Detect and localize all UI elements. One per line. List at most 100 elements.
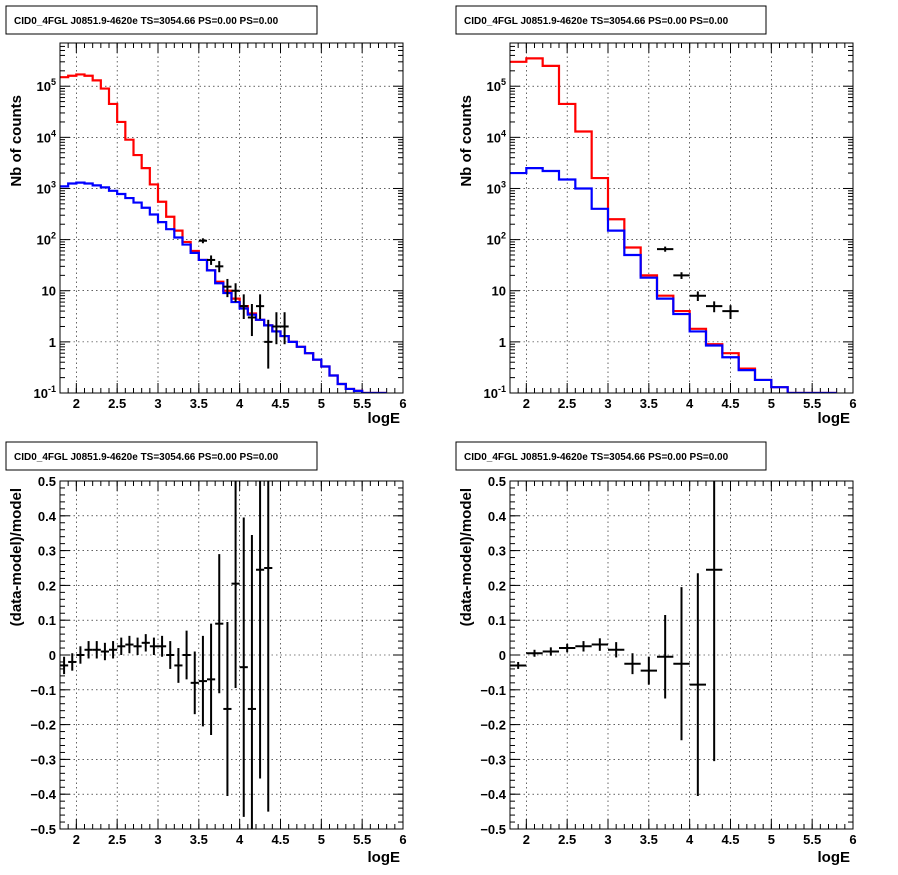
x-tick-label: 3 (604, 832, 611, 847)
y-tick-label: 0.2 (488, 578, 506, 593)
y-tick-label: 0.2 (38, 578, 56, 593)
title-box (5, 5, 318, 35)
panel-title: CID0_4FGL J0851.9-4620e TS=3054.66 PS=0.… (14, 16, 279, 27)
y-axis-title: Nb of counts (458, 95, 475, 187)
y-tick-label: 103 (487, 179, 506, 196)
x-tick-label: 4.5 (271, 832, 289, 847)
panel-3: 2 2.5 3 3.5 4 4.5 5 5.5 6 −0.5 −0.4 −0.3 −0.2 −0.1 0 0.… (5, 441, 407, 866)
y-tick-label: 102 (37, 231, 56, 248)
x-tick-label: 4 (686, 832, 694, 847)
x-tick-label: 5.5 (803, 396, 821, 411)
x-tick-label: 4.5 (271, 396, 289, 411)
x-tick-label: 5.5 (803, 832, 821, 847)
y-tick-label: −0.2 (30, 718, 56, 733)
x-tick-label: 2 (523, 832, 530, 847)
x-tick-label: 2 (73, 832, 80, 847)
y-tick-label: 1 (49, 335, 56, 350)
x-axis-title: logE (818, 410, 851, 427)
series-group (60, 481, 273, 829)
title-box (5, 441, 318, 471)
panel-4: 2 2.5 3 3.5 4 4.5 5 5.5 6 −0.5 −0.4 −0.3 −0.2 −0.1 0 0.… (455, 441, 857, 866)
y-tick-label: 10-1 (34, 384, 56, 401)
x-axis-title: logE (368, 410, 401, 427)
x-tick-label: 5 (768, 396, 775, 411)
y-tick-label: 105 (37, 77, 56, 94)
x-tick-label: 2 (73, 396, 80, 411)
x-tick-label: 4.5 (721, 396, 739, 411)
series-group (510, 57, 837, 393)
series-group (510, 481, 723, 796)
y-tick-label: 0.1 (488, 613, 506, 628)
plot-frame (59, 480, 404, 830)
x-tick-label: 5 (768, 832, 775, 847)
x-tick-label: 2.5 (108, 396, 126, 411)
x-axis-title: logE (368, 849, 401, 866)
histogram-line-blue (510, 167, 837, 393)
y-tick-label: 0.5 (488, 474, 506, 489)
y-tick-label: 1 (499, 335, 506, 350)
x-tick-label: 4.5 (721, 832, 739, 847)
panel-title: CID0_4FGL J0851.9-4620e TS=3054.66 PS=0.… (14, 452, 279, 463)
histogram-line-red (60, 73, 387, 393)
panel-2: 2 2.5 3 3.5 4 4.5 5 5.5 6 10-1 1 10 102 103 104 105 logE… (455, 5, 857, 427)
x-tick-label: 3.5 (190, 832, 208, 847)
y-tick-label: −0.4 (30, 787, 56, 802)
x-tick-label: 3 (154, 396, 161, 411)
y-tick-label: 0 (499, 648, 506, 663)
x-tick-label: 2.5 (558, 396, 576, 411)
x-tick-label: 3.5 (640, 832, 658, 847)
panel-title: CID0_4FGL J0851.9-4620e TS=3054.66 PS=0.… (464, 16, 729, 27)
x-tick-label: 4 (236, 396, 244, 411)
histogram-line-red (510, 57, 837, 393)
y-tick-label: 0.4 (488, 509, 507, 524)
plot-frame (509, 42, 854, 394)
y-tick-label: 0.3 (488, 544, 506, 559)
x-tick-label: 5.5 (353, 396, 371, 411)
y-tick-label: −0.4 (480, 787, 506, 802)
x-tick-label: 2 (523, 396, 530, 411)
histogram-line-blue (60, 181, 387, 393)
y-tick-label: 0 (49, 648, 56, 663)
x-tick-label: 6 (849, 396, 856, 411)
y-tick-label: 0.5 (38, 474, 56, 489)
y-tick-label: −0.3 (480, 752, 506, 767)
panel-title: CID0_4FGL J0851.9-4620e TS=3054.66 PS=0.… (464, 452, 729, 463)
y-tick-label: −0.5 (30, 822, 56, 837)
y-tick-label: 104 (487, 128, 506, 145)
y-tick-label: 103 (37, 179, 56, 196)
y-tick-label: 10 (42, 284, 56, 299)
plot-frame (59, 42, 404, 394)
x-tick-label: 3.5 (640, 396, 658, 411)
y-tick-label: −0.1 (30, 683, 56, 698)
y-tick-label: 104 (37, 128, 56, 145)
x-tick-label: 2.5 (108, 832, 126, 847)
y-axis-title: Nb of counts (8, 95, 25, 187)
y-tick-label: 10-1 (484, 384, 506, 401)
x-tick-label: 3 (154, 832, 161, 847)
plot-frame (509, 480, 854, 830)
y-tick-label: −0.3 (30, 752, 56, 767)
y-tick-label: 0.4 (38, 509, 57, 524)
y-tick-label: 105 (487, 77, 506, 94)
x-tick-label: 3 (604, 396, 611, 411)
y-tick-label: 102 (487, 231, 506, 248)
panel-1: 2 2.5 3 3.5 4 4.5 5 5.5 6 10-1 1 10 102 103 104 105 logE… (5, 5, 407, 427)
series-group (60, 73, 387, 393)
x-axis-title: logE (818, 849, 851, 866)
x-tick-label: 6 (399, 832, 406, 847)
x-tick-label: 5 (318, 396, 325, 411)
x-tick-label: 4 (236, 832, 244, 847)
title-box (455, 441, 767, 471)
y-tick-label: 0.3 (38, 544, 56, 559)
y-tick-label: 0.1 (38, 613, 56, 628)
y-tick-label: −0.1 (480, 683, 506, 698)
title-box (455, 5, 767, 35)
y-tick-label: 10 (492, 284, 506, 299)
x-tick-label: 3.5 (190, 396, 208, 411)
x-tick-label: 4 (686, 396, 694, 411)
y-tick-label: −0.5 (480, 822, 506, 837)
y-axis-title: (data-model)/model (8, 488, 25, 626)
x-tick-label: 6 (849, 832, 856, 847)
x-tick-label: 2.5 (558, 832, 576, 847)
